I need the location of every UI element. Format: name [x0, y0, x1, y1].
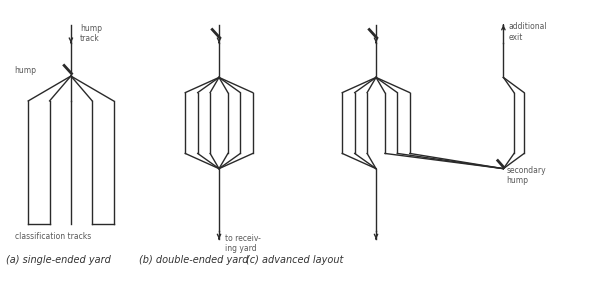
- Text: (a) single-ended yard: (a) single-ended yard: [6, 255, 111, 265]
- Text: hump: hump: [14, 66, 36, 75]
- Text: (b) double-ended yard: (b) double-ended yard: [139, 255, 249, 265]
- Text: to receiv-
ing yard: to receiv- ing yard: [225, 233, 261, 253]
- Text: additional
exit: additional exit: [508, 22, 547, 41]
- Text: secondary
hump: secondary hump: [507, 166, 546, 185]
- Text: classification tracks: classification tracks: [14, 232, 91, 241]
- Text: (c) advanced layout: (c) advanced layout: [246, 255, 343, 265]
- Text: hump
track: hump track: [80, 23, 102, 43]
